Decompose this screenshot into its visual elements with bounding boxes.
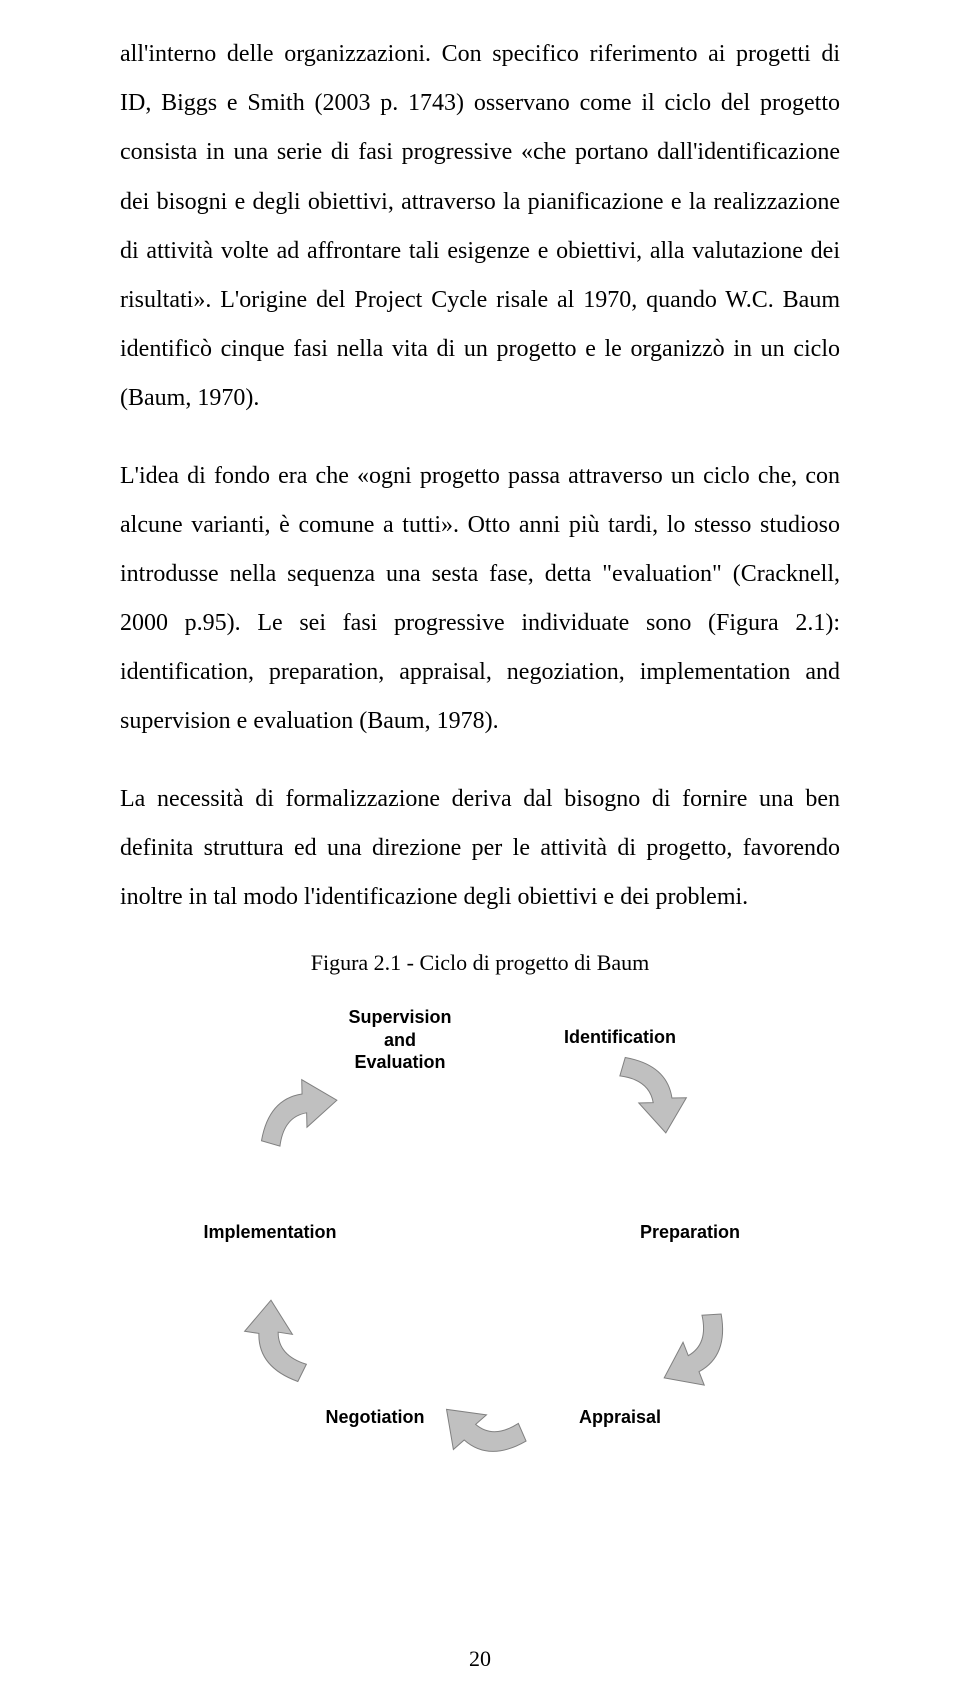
figure-caption: Figura 2.1 - Ciclo di progetto di Baum	[120, 950, 840, 976]
node-supervision-evaluation: Supervision and Evaluation	[320, 1006, 480, 1074]
node-line: and	[384, 1030, 416, 1050]
paragraph-1: all'interno delle organizzazioni. Con sp…	[120, 30, 840, 424]
document-page: all'interno delle organizzazioni. Con sp…	[0, 0, 960, 1702]
arrow-appraisal-to-neg	[430, 1365, 550, 1478]
arrow-impl-to-superv	[233, 1061, 367, 1192]
node-line: Evaluation	[354, 1052, 445, 1072]
node-line: Supervision	[348, 1007, 451, 1027]
node-negotiation: Negotiation	[295, 1406, 455, 1429]
baum-cycle-diagram: Supervision and Evaluation Identificatio…	[120, 996, 840, 1466]
arrow-ident-to-prep	[574, 1029, 705, 1163]
node-appraisal: Appraisal	[540, 1406, 700, 1429]
node-implementation: Implementation	[180, 1221, 360, 1244]
arrow-neg-to-impl	[228, 1277, 352, 1406]
paragraph-3: La necessità di formalizzazione deriva d…	[120, 775, 840, 923]
node-preparation: Preparation	[610, 1221, 770, 1244]
page-number: 20	[0, 1646, 960, 1672]
paragraph-2: L'idea di fondo era che «ogni progetto p…	[120, 452, 840, 747]
arrow-prep-to-appraisal	[624, 1274, 755, 1408]
node-identification: Identification	[540, 1026, 700, 1049]
